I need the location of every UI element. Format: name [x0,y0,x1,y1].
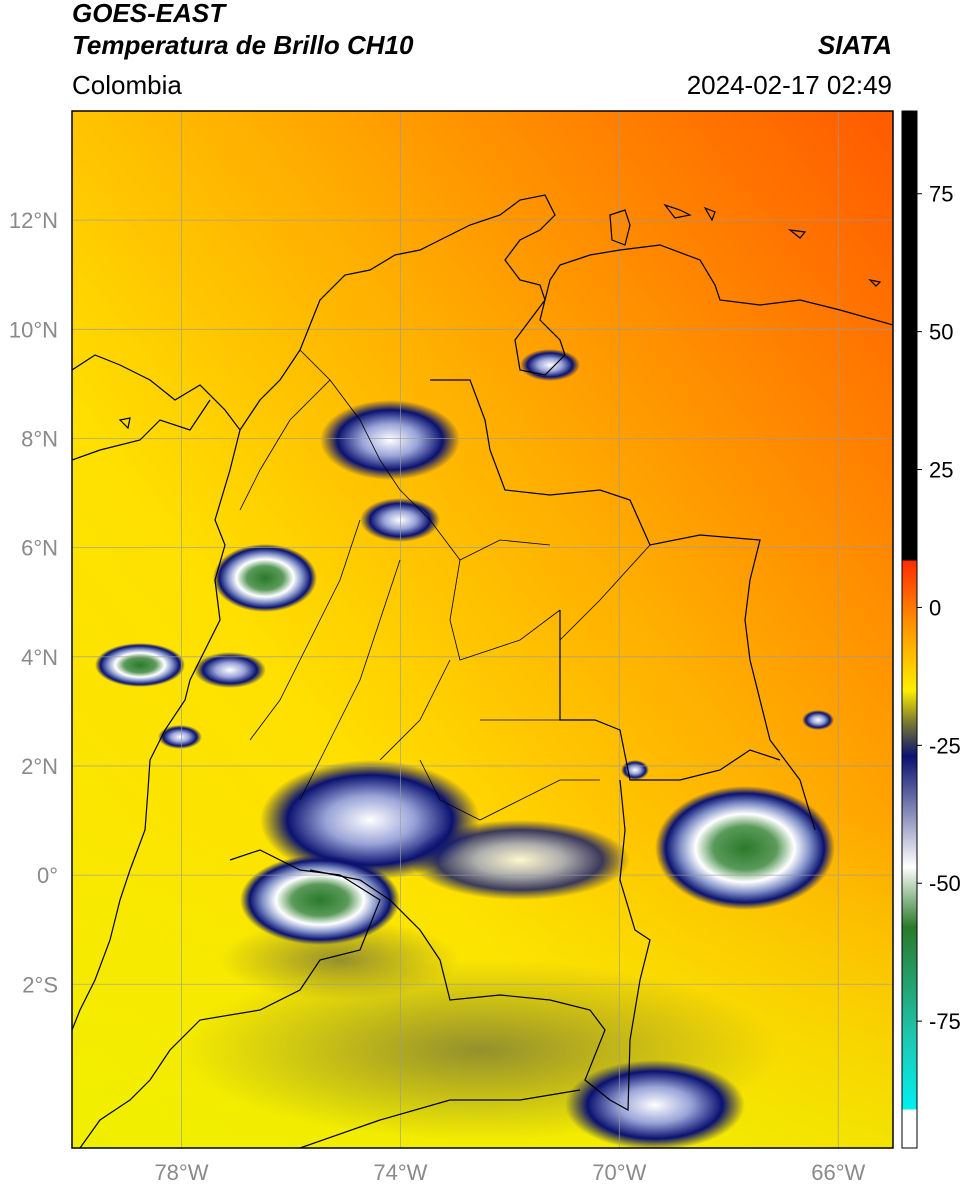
pacific-coastline [72,429,241,1031]
map-panel [72,111,893,1148]
colorbar-frame [901,110,918,1149]
lat-tick-label: 8°N [21,426,58,451]
map-frame [71,110,894,1149]
cloud-cluster-ecuador [240,855,400,945]
panama-border [72,399,211,461]
internal-borders [239,349,651,821]
longitude-labels: 78°W 74°W 70°W 66°W [154,1160,865,1185]
colorbar-tick-label: 75 [929,182,953,207]
peru-coast [79,1079,581,1148]
ecuador-border [149,849,381,1081]
colorbar-gradient [902,111,917,1148]
organization-label: SIATA [817,30,892,60]
peru-border [309,779,651,1112]
cloud-cluster-amazon-east [655,786,835,910]
lat-tick-label: 10°N [9,317,58,342]
colorbar-tick-label: 50 [929,320,953,345]
colorbar-tick-label: 25 [929,458,953,483]
colorbar-tick-label: -50 [929,871,961,896]
product-title: Temperatura de Brillo CH10 [72,30,414,60]
lat-tick-label: 4°N [21,645,58,670]
graticule [72,111,893,1148]
lon-tick-label: 66°W [811,1160,865,1185]
brazil-border [559,610,781,781]
colorbar-tick-label: -25 [929,733,961,758]
lon-tick-label: 70°W [592,1160,646,1185]
lon-tick-label: 78°W [154,1160,208,1185]
cloud-cluster-choco [213,544,317,612]
lat-tick-label: 2°S [22,972,58,997]
region-label: Colombia [72,70,182,100]
boundaries [72,194,893,1148]
timestamp-label: 2024-02-17 02:49 [686,70,892,100]
latitude-labels: 12°N 10°N 8°N 6°N 4°N 2°N 0° 2°S [9,208,58,997]
caribbean-coastline [72,194,893,432]
lat-tick-label: 12°N [9,208,58,233]
cloud-cluster-north [320,400,460,480]
colorbar-tick-label: 0 [929,595,941,620]
colorbar: 75 50 25 0 -25 -50 -75 [901,110,961,1149]
lat-tick-label: 0° [37,863,58,888]
lon-tick-label: 74°W [373,1160,427,1185]
cloud-cluster-south [565,1060,745,1148]
lat-tick-label: 2°N [21,754,58,779]
colorbar-tick-label: -75 [929,1009,961,1034]
satellite-title: GOES-EAST [72,0,226,28]
colorbar-ticks: 75 50 25 0 -25 -50 -75 [917,182,961,1034]
lat-tick-label: 6°N [21,536,58,561]
cloud-cluster-pacific [95,643,185,687]
islands [118,203,882,430]
